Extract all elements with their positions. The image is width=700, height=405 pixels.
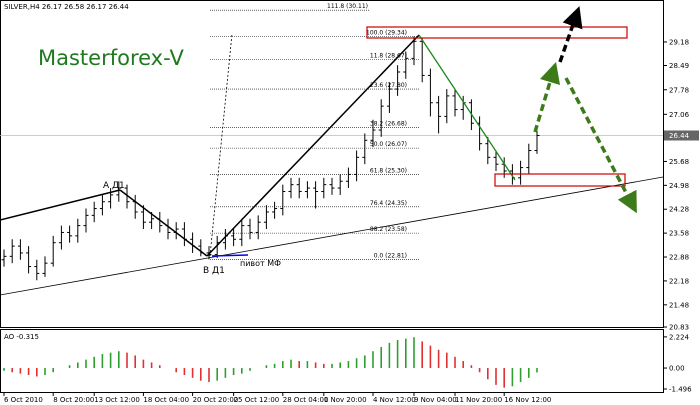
fib-label: 0.0 (22.81) [374,252,407,259]
fib-label: 23.6 (27.80) [370,82,407,89]
pivot-line [211,254,249,257]
x-tick-label: 20 Oct 20:00 [193,396,239,404]
y-tick-label: 0.00 [669,365,685,373]
y-tick-label: 23.58 [669,230,689,238]
y-tick-label: 21.48 [669,301,689,309]
fib-label: 111.8 (30.11) [327,3,368,10]
plot: 29.18 28.49 27.78 27.06 25.68 24.98 24.28 23.58… [0,3,699,404]
x-tick-label: 28 Oct 04:00 [283,396,329,404]
fib-label: 88.2 (23.58) [370,226,407,233]
y-tick-label: 20.83 [669,324,689,332]
y-tick-label: 27.78 [669,86,689,94]
y-tick-label: -1.496 [669,386,692,394]
target-box [366,26,628,39]
last-price-box [664,130,699,141]
y-tick-label: 24.28 [669,206,689,214]
pivot-label: пивот МФ [240,259,281,268]
support-box [494,173,626,187]
x-tick-label: 1 Nov 20:00 [324,396,367,404]
point-label: A Д1 [103,181,125,191]
trend-line [119,189,208,257]
y-tick-label: 22.88 [669,254,689,262]
y-tick-label: 29.18 [669,38,689,46]
y-tick-label: 27.06 [669,111,690,119]
y-tick-label: 2.224 [669,333,690,341]
y-tick-label: 24.98 [669,182,689,190]
x-tick-label: 16 Nov 12:00 [504,396,551,404]
indicator-title: AO -0.315 [4,333,39,341]
price-panel [0,0,664,328]
point-label: B Д1 [203,266,225,276]
fib-label: 61.8 (25.30) [370,167,407,174]
x-tick-label: 6 Oct 2010 [4,396,43,404]
forecast-arrow [564,77,637,214]
x-tick-label: 18 Oct 04:00 [143,396,189,404]
support-line [0,176,664,296]
y-tick-label: 22.18 [669,277,689,285]
trend-line [206,34,420,257]
brand: Masterforex-V [38,46,184,70]
fib-label: 100.0 (29.34) [366,30,407,37]
fib-label: 50.0 (26.07) [370,141,407,148]
fib-label: 38.2 (26.68) [370,120,407,127]
fib-line [209,33,233,257]
x-tick-label: 11 Nov 20:00 [455,396,502,404]
y-tick-label: 28.49 [669,62,689,70]
trend-line [418,34,516,181]
y-tick-label: 25.68 [669,158,689,166]
indicator-panel [0,329,664,393]
last-price-label: 26.44 [669,132,690,140]
x-tick-label: 25 Oct 12:00 [234,396,280,404]
x-tick-label: 13 Oct 12:00 [94,396,140,404]
fib-label: 76.4 (24.35) [370,200,407,207]
x-tick-label: 9 Nov 04:00 [414,396,457,404]
forecast-arrow [558,6,583,63]
x-tick-label: 4 Nov 12:00 [373,396,416,404]
trend-line [0,189,121,221]
fib-label: 11.8 (28.67) [370,52,407,59]
chart-title: SILVER,H4 26.17 26.58 26.17 26.44 [4,3,129,11]
x-tick-label: 8 Oct 20:00 [53,396,94,404]
